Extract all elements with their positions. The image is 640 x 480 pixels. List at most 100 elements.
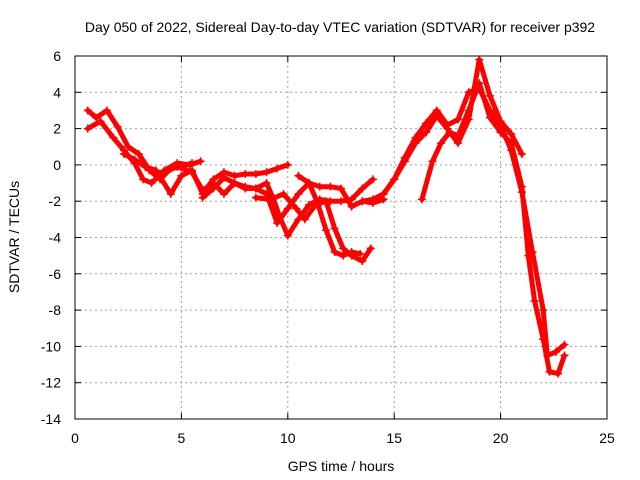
data-point	[347, 248, 356, 257]
data-point	[315, 182, 324, 191]
data-point	[554, 369, 563, 378]
data-point	[262, 168, 271, 177]
x-tick-label: 25	[599, 430, 615, 446]
y-tick-label: 4	[53, 84, 61, 100]
y-axis-label: SDTVAR / TECUs	[6, 181, 22, 293]
data-point	[485, 91, 494, 100]
data-point	[166, 189, 175, 198]
y-tick-label: -6	[49, 266, 62, 282]
data-point	[209, 184, 218, 193]
data-point	[188, 168, 197, 177]
y-tick-label: 0	[53, 157, 61, 173]
data-point	[273, 164, 282, 173]
data-point	[330, 248, 339, 257]
data-point	[326, 182, 335, 191]
data-point	[305, 179, 314, 188]
data-point	[251, 193, 260, 202]
data-point	[151, 166, 160, 175]
y-tick-label: -14	[41, 411, 61, 427]
data-point	[485, 113, 494, 122]
data-point	[539, 306, 548, 315]
data-point	[337, 184, 345, 193]
data-point	[124, 142, 133, 151]
data-point	[358, 257, 367, 266]
data-point	[156, 169, 165, 178]
x-tick-label: 10	[280, 430, 296, 446]
data-point	[173, 162, 182, 171]
data-point	[130, 155, 139, 164]
data-point	[356, 249, 365, 258]
data-point	[119, 150, 128, 159]
x-tick-label: 20	[493, 430, 509, 446]
data-point	[454, 139, 463, 148]
data-point	[437, 139, 446, 148]
data-point	[368, 195, 377, 204]
data-point	[507, 139, 516, 148]
y-tick-label: -4	[49, 230, 62, 246]
data-point	[283, 160, 292, 169]
data-point	[379, 189, 388, 198]
tick-labels: 0 5 10 15 20 25 -14 -12 -10 -8 -6 -4 -2 0 2 4 6	[41, 48, 615, 446]
data-point	[266, 195, 275, 204]
data-point	[443, 120, 452, 129]
x-tick-label: 0	[71, 430, 79, 446]
data-point	[539, 335, 548, 344]
data-point	[198, 186, 207, 195]
data-point	[368, 175, 377, 184]
data-point	[283, 204, 292, 213]
data-point	[83, 106, 92, 115]
x-axis-label: GPS time / hours	[288, 458, 395, 474]
data-point	[337, 197, 345, 206]
chart-title: Day 050 of 2022, Sidereal Day-to-day VTE…	[85, 19, 595, 35]
data-point	[251, 169, 260, 178]
data-point	[83, 124, 92, 133]
data-point	[366, 244, 375, 253]
data-point	[283, 231, 292, 240]
data-point	[92, 113, 101, 122]
data-point	[330, 224, 339, 233]
data-point	[475, 55, 484, 64]
data-point	[358, 184, 367, 193]
data-point	[524, 251, 533, 260]
data-point	[475, 79, 484, 88]
data-point	[313, 199, 322, 208]
data-point	[147, 179, 156, 188]
data-point	[230, 171, 239, 180]
data-point	[551, 347, 560, 356]
data-point	[292, 204, 301, 213]
data-point	[300, 215, 309, 224]
ticks	[74, 55, 608, 420]
data-point	[422, 128, 431, 137]
data-point	[400, 153, 409, 162]
y-tick-label: -2	[49, 193, 62, 209]
data-point	[322, 197, 331, 206]
data-point	[96, 117, 105, 126]
data-point	[185, 160, 194, 169]
data-point	[251, 184, 260, 193]
data-point	[496, 128, 505, 137]
data-point	[102, 106, 111, 115]
data-point	[241, 184, 250, 193]
data-point	[411, 133, 420, 142]
data-point	[279, 189, 288, 198]
data-point	[139, 175, 148, 184]
series-layer	[83, 55, 569, 378]
data-point	[177, 171, 186, 180]
data-point	[545, 367, 554, 376]
data-point	[294, 171, 303, 180]
data-point	[339, 244, 348, 253]
y-tick-label: 6	[53, 48, 61, 64]
data-point	[454, 131, 463, 140]
data-point	[262, 179, 271, 188]
y-tick-label: -8	[49, 302, 62, 318]
data-point	[322, 226, 331, 235]
data-point	[339, 251, 348, 260]
data-point	[134, 150, 143, 159]
data-point	[109, 133, 118, 142]
series-satellite-track-10	[417, 79, 569, 378]
data-point	[358, 197, 367, 206]
data-point	[390, 175, 399, 184]
data-point	[219, 173, 228, 182]
data-point	[294, 189, 303, 198]
